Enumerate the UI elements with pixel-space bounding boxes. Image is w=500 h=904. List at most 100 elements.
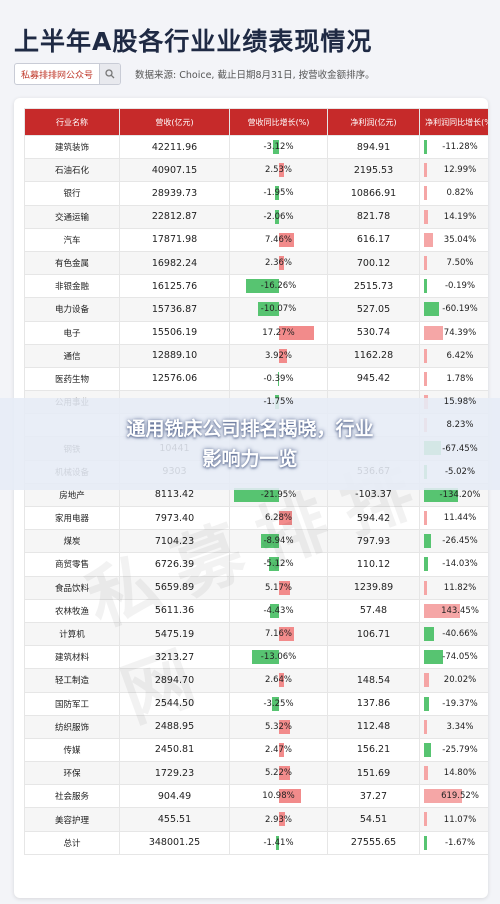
industry-name: 纺织服饰 (24, 714, 120, 739)
revenue-value: 28939.73 (119, 181, 230, 206)
header-revenue-growth: 营收同比增长(%) (229, 108, 328, 136)
growth-text: 14.80% (443, 768, 477, 779)
revenue-value: 2544.50 (119, 691, 230, 716)
growth-text: 5.32% (264, 721, 292, 732)
net-profit-value: 821.78 (327, 204, 420, 229)
growth-text: 2.53% (264, 165, 292, 176)
revenue-value: 904.49 (119, 784, 230, 809)
table-row: 汽车 17871.98 7.46% 616.17 35.04% (24, 227, 488, 252)
net-profit-value: 148.54 (327, 668, 420, 693)
revenue-value: 7973.40 (119, 505, 230, 531)
industry-name: 电力设备 (24, 297, 120, 322)
profit-growth-value: 12.99% (419, 158, 488, 183)
brand-search-box[interactable]: 私募排排网公众号 (14, 63, 122, 85)
headline-overlay: 通用铣床公司排名揭晓，行业 影响力一览 (0, 398, 500, 490)
table-row: 通信 12889.10 3.92% 1162.28 6.42% (24, 343, 488, 368)
profit-growth-value: 74.39% (419, 320, 488, 345)
growth-text: -26.45% (442, 536, 478, 547)
growth-text: 17.27% (262, 327, 295, 338)
growth-bar (269, 603, 279, 618)
industry-name: 国防军工 (24, 691, 120, 716)
growth-text: -67.45% (442, 443, 478, 454)
header-revenue: 营收(亿元) (119, 108, 230, 136)
industry-name: 电子 (24, 320, 120, 345)
revenue-value: 1729.23 (119, 761, 230, 786)
growth-bar (279, 789, 302, 804)
growth-bar (234, 487, 279, 502)
net-profit-value: 37.27 (327, 784, 420, 809)
growth-bar (279, 766, 290, 781)
profit-growth-value: 619.52% (419, 784, 488, 809)
table-row: 环保 1729.23 5.22% 151.69 14.80% (24, 761, 488, 786)
growth-bar (424, 696, 429, 711)
growth-text: 10.98% (262, 791, 295, 802)
profit-growth-value: -60.19% (419, 297, 488, 322)
revenue-value: 12576.06 (119, 366, 230, 392)
net-profit-value: 530.74 (327, 320, 420, 345)
revenue-growth-value: 3.92% (229, 343, 328, 368)
growth-text: -40.66% (442, 629, 478, 640)
growth-text: 35.04% (443, 234, 477, 245)
growth-bar (245, 279, 279, 294)
table-row: 传媒 2450.81 2.47% 156.21 -25.79% (24, 737, 488, 763)
growth-bar (424, 163, 428, 178)
search-icon[interactable] (99, 64, 121, 84)
industry-name: 总计 (24, 830, 120, 855)
growth-bar (424, 835, 427, 850)
growth-text: -21.95% (260, 489, 297, 500)
growth-bar (424, 766, 428, 781)
industry-name: 医药生物 (24, 366, 120, 392)
growth-bar (424, 534, 431, 549)
growth-text: 5.22% (264, 768, 292, 779)
profit-growth-value: 7.50% (419, 250, 488, 276)
growth-text: -1.41% (263, 837, 294, 848)
revenue-value: 15506.19 (119, 320, 230, 345)
revenue-growth-value: 17.27% (229, 320, 328, 345)
table-row: 家用电器 7973.40 6.28% 594.42 11.44% (24, 505, 488, 531)
industry-name: 石油石化 (24, 158, 120, 183)
growth-bar (279, 742, 285, 757)
industry-name: 有色金属 (24, 250, 120, 276)
growth-bar (279, 812, 285, 827)
table-row: 纺织服饰 2488.95 5.32% 112.48 3.34% (24, 714, 488, 739)
growth-text: 2.36% (264, 258, 292, 269)
headline-line-2: 影响力一览 (202, 448, 298, 470)
growth-bar (275, 186, 279, 201)
growth-text: -1.67% (444, 837, 476, 848)
growth-text: 74.39% (443, 327, 477, 338)
growth-text: -1.95% (263, 188, 294, 199)
growth-text: -16.26% (260, 281, 297, 292)
net-profit-value: 700.12 (327, 250, 420, 276)
growth-text: -0.19% (444, 281, 476, 292)
growth-bar (258, 302, 279, 317)
revenue-growth-value: -1.41% (229, 830, 328, 855)
profit-growth-value: -0.19% (419, 274, 488, 299)
growth-bar (279, 626, 294, 641)
growth-bar (424, 812, 427, 827)
growth-bar (424, 348, 427, 363)
industry-name: 通信 (24, 343, 120, 368)
growth-text: 143.45% (441, 605, 479, 616)
growth-bar (424, 719, 427, 734)
industry-name: 社会服务 (24, 784, 120, 809)
growth-bar (424, 626, 435, 641)
growth-text: -74.05% (442, 652, 478, 663)
revenue-value: 40907.15 (119, 158, 230, 183)
revenue-growth-value: 2.53% (229, 158, 328, 183)
table-header-row: 行业名称 营收(亿元) 营收同比增长(%) 净利润(亿元) 净利润同比增长(%) (24, 108, 488, 136)
net-profit-value: 945.42 (327, 366, 420, 392)
growth-text: -3.12% (263, 142, 294, 153)
revenue-growth-value: 6.28% (229, 505, 328, 531)
table-row: 交通运输 22812.87 -2.06% 821.78 14.19% (24, 204, 488, 229)
growth-text: 6.42% (446, 350, 474, 361)
profit-growth-value: 11.82% (419, 575, 488, 600)
subtitle-bar: 私募排排网公众号 数据来源: Choice, 截止日期8月31日, 按营收金额排… (14, 63, 375, 85)
revenue-value: 7104.23 (119, 529, 230, 554)
growth-bar (424, 603, 461, 618)
header-net-profit: 净利润(亿元) (327, 108, 420, 136)
revenue-growth-value: -2.06% (229, 204, 328, 229)
table-row: 国防军工 2544.50 -3.25% 137.86 -19.37% (24, 691, 488, 716)
revenue-growth-value: 10.98% (229, 784, 328, 809)
table-row: 建筑材料 3213.27 -13.06% -74.05% (24, 645, 488, 670)
growth-bar (252, 650, 279, 665)
